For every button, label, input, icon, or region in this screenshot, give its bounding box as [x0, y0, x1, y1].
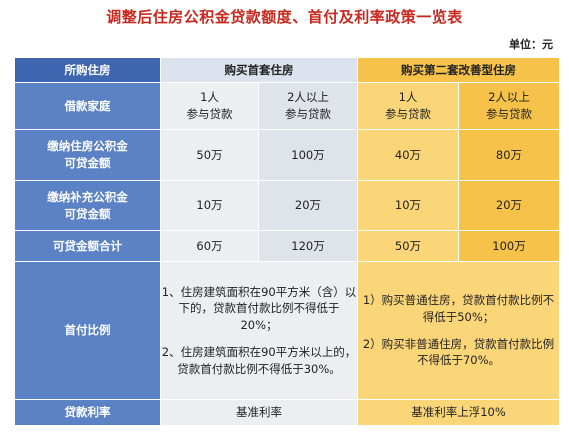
cell-value: 50万	[160, 129, 259, 181]
row-label-housing-fund: 缴纳住房公积金 可贷金额	[14, 129, 161, 181]
header-second-home: 购买第二套改善型住房	[357, 57, 560, 83]
cell-value: 80万	[458, 129, 560, 181]
row-label-interest: 贷款利率	[14, 399, 161, 426]
cell-value: 100万	[258, 129, 358, 181]
header-row: 所购住房 购买首套住房 购买第二套改善型住房	[14, 57, 560, 83]
policy-table: 所购住房 购买首套住房 购买第二套改善型住房 借款家庭 1人 参与贷款 2人以上…	[14, 57, 560, 426]
cell-interest-second-home: 基准利率上浮10%	[357, 399, 560, 426]
row-label-total: 可贷金额合计	[14, 230, 161, 262]
row-label-borrower: 借款家庭	[14, 82, 161, 130]
cell-borrower-second-2: 2人以上 参与贷款	[458, 82, 560, 130]
table-row: 缴纳住房公积金 可贷金额 50万 100万 40万 80万	[14, 129, 560, 181]
down-payment-second-home-rule-1: 1）购买普通住房，贷款首付款比例不得低于50%；	[362, 293, 555, 324]
header-housing: 所购住房	[14, 57, 161, 83]
down-payment-second-home-rule-2: 2）购买非普通住房，贷款首付款比例不得低于70%。	[362, 336, 555, 368]
down-payment-first-home-rule-2: 2、住房建筑面积在90平方米以上的，贷款首付款比例不得低于30%。	[161, 344, 357, 376]
cell-value: 20万	[258, 180, 358, 231]
row-label-supplementary-fund: 缴纳补充公积金 可贷金额	[14, 180, 161, 231]
cell-value: 120万	[258, 230, 358, 262]
down-payment-row: 首付比例 1、住房建筑面积在90平方米（含）以下的，贷款首付款比例不得低于20%…	[14, 261, 560, 400]
table-row: 缴纳补充公积金 可贷金额 10万 20万 10万 20万	[14, 180, 560, 231]
interest-row: 贷款利率 基准利率 基准利率上浮10%	[14, 399, 560, 426]
row-label-down-payment: 首付比例	[14, 261, 161, 400]
table-row: 可贷金额合计 60万 120万 50万 100万	[14, 230, 560, 262]
cell-borrower-second-1: 1人 参与贷款	[357, 82, 459, 130]
unit-label: 单位：元	[509, 38, 553, 51]
cell-down-payment-first-home: 1、住房建筑面积在90平方米（含）以下的，贷款首付款比例不得低于20%； 2、住…	[160, 261, 358, 400]
down-payment-first-home-rule-1: 1、住房建筑面积在90平方米（含）以下的，贷款首付款比例不得低于20%；	[161, 284, 357, 333]
cell-down-payment-second-home: 1）购买普通住房，贷款首付款比例不得低于50%； 2）购买非普通住房，贷款首付款…	[357, 261, 560, 400]
page-title: 调整后住房公积金贷款额度、首付及利率政策一览表	[106, 8, 463, 26]
header-first-home: 购买首套住房	[160, 57, 358, 83]
cell-borrower-first-1: 1人 参与贷款	[160, 82, 259, 130]
cell-interest-first-home: 基准利率	[160, 399, 358, 426]
cell-borrower-first-2: 2人以上 参与贷款	[258, 82, 358, 130]
cell-value: 60万	[160, 230, 259, 262]
cell-value: 40万	[357, 129, 459, 181]
cell-value: 10万	[357, 180, 459, 231]
borrower-row: 借款家庭 1人 参与贷款 2人以上 参与贷款 1人 参与贷款 2人以上 参与贷款	[14, 82, 560, 130]
cell-value: 100万	[458, 230, 560, 262]
cell-value: 10万	[160, 180, 259, 231]
cell-value: 20万	[458, 180, 560, 231]
cell-value: 50万	[357, 230, 459, 262]
